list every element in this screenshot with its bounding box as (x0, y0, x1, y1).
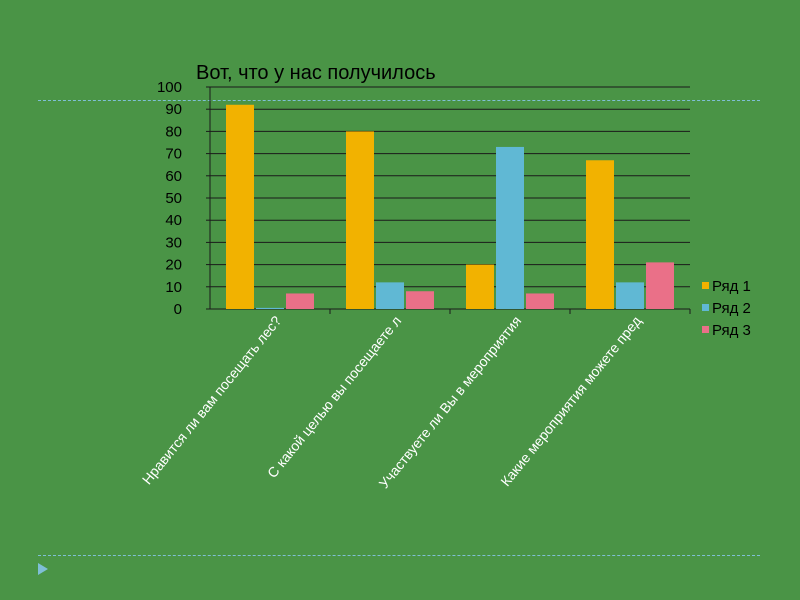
y-tick-label: 70 (165, 146, 182, 163)
bar-3-4 (646, 262, 674, 309)
y-tick-label: 90 (165, 101, 182, 118)
bar-3-3 (526, 293, 554, 309)
chart-title: Вот, что у нас получилось (196, 62, 436, 84)
play-arrow-icon[interactable] (38, 563, 48, 575)
bar-1-1 (226, 104, 254, 309)
y-tick-label: 20 (165, 257, 182, 274)
y-axis-ticks: 0 10 20 30 40 50 60 70 80 90 100 (157, 79, 182, 318)
bar-2-1 (256, 307, 284, 309)
bar-1-3 (466, 264, 494, 309)
y-tick-label: 60 (165, 168, 182, 185)
chart-grid (210, 86, 690, 288)
legend-swatch (702, 304, 709, 311)
legend-label: Ряд 2 (712, 300, 751, 317)
bars (226, 104, 674, 309)
category-label: С какой целью вы посещаете л (264, 313, 404, 481)
top-dashed-divider (38, 100, 760, 101)
chart-axes (206, 86, 691, 314)
bar-3-1 (286, 293, 314, 309)
bar-1-2 (346, 131, 374, 309)
y-tick-label: 30 (165, 234, 182, 251)
category-label: Участвуете ли Вы в мероприятия (376, 313, 525, 491)
bottom-dashed-divider (38, 555, 760, 556)
bar-2-3 (496, 146, 524, 309)
legend-swatch (702, 282, 709, 289)
y-tick-label: 80 (165, 123, 182, 140)
legend-swatch (702, 326, 709, 333)
category-label: Какие мероприятия можете пред (497, 313, 644, 489)
bar-1-4 (586, 160, 614, 309)
y-tick-label: 50 (165, 190, 182, 207)
legend: Ряд 1 Ряд 2 Ряд 3 (702, 278, 751, 339)
bar-3-2 (406, 291, 434, 309)
category-label: Нравится ли вам посещать лес? (139, 313, 285, 488)
bar-2-4 (616, 282, 644, 309)
y-tick-label: 0 (174, 301, 182, 318)
y-tick-label: 100 (157, 79, 182, 96)
legend-label: Ряд 1 (712, 278, 751, 295)
legend-label: Ряд 3 (712, 322, 751, 339)
y-tick-label: 10 (165, 279, 182, 296)
category-labels: Нравится ли вам посещать лес?С какой цел… (139, 313, 645, 492)
y-tick-label: 40 (165, 212, 182, 229)
bar-2-2 (376, 282, 404, 309)
